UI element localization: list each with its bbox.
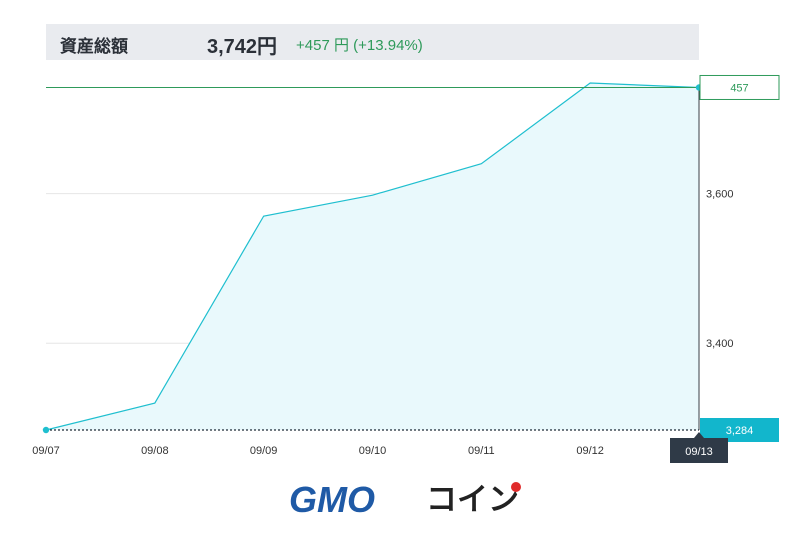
highlight-x-tag [670,438,728,463]
baseline-value-label: 3,284 [726,425,754,437]
gmo-coin-logo: GMO コイン [289,479,521,520]
series-line [45,82,700,431]
total-assets-value: 3,742円 [207,36,278,58]
x-tick-label: 09/08 [141,445,169,457]
asset-history-chart: 3,600 3,400 457 3,284 09/07 09/08 09/09 09/10 09… [32,74,780,463]
x-tick-label: 09/12 [576,445,604,457]
highlight-x-label: 09/13 [685,446,713,458]
x-tick-label: 09/10 [359,445,387,457]
start-point-marker [42,426,50,434]
y-tick-label: 3,400 [706,338,734,350]
logo-gmo-text: GMO [289,479,375,520]
x-tick-label: 09/07 [32,445,60,457]
total-assets-change: +457 円 (+13.94%) [296,37,423,54]
x-tick-label: 09/09 [250,445,278,457]
asset-summary-bar: 資産総額 3,742円 +457 円 (+13.94%) [46,24,699,60]
y-tick-label: 3,600 [706,189,734,201]
logo-red-dot [511,482,521,492]
reference-value-tag [699,74,780,100]
highlight-tag-pointer [694,432,704,438]
total-assets-label: 資産総額 [60,37,128,56]
reference-value-label: 457 [730,82,748,94]
logo-katakana-text: コイン [426,482,519,518]
x-tick-label: 09/11 [468,445,495,457]
area-fill [46,82,699,430]
